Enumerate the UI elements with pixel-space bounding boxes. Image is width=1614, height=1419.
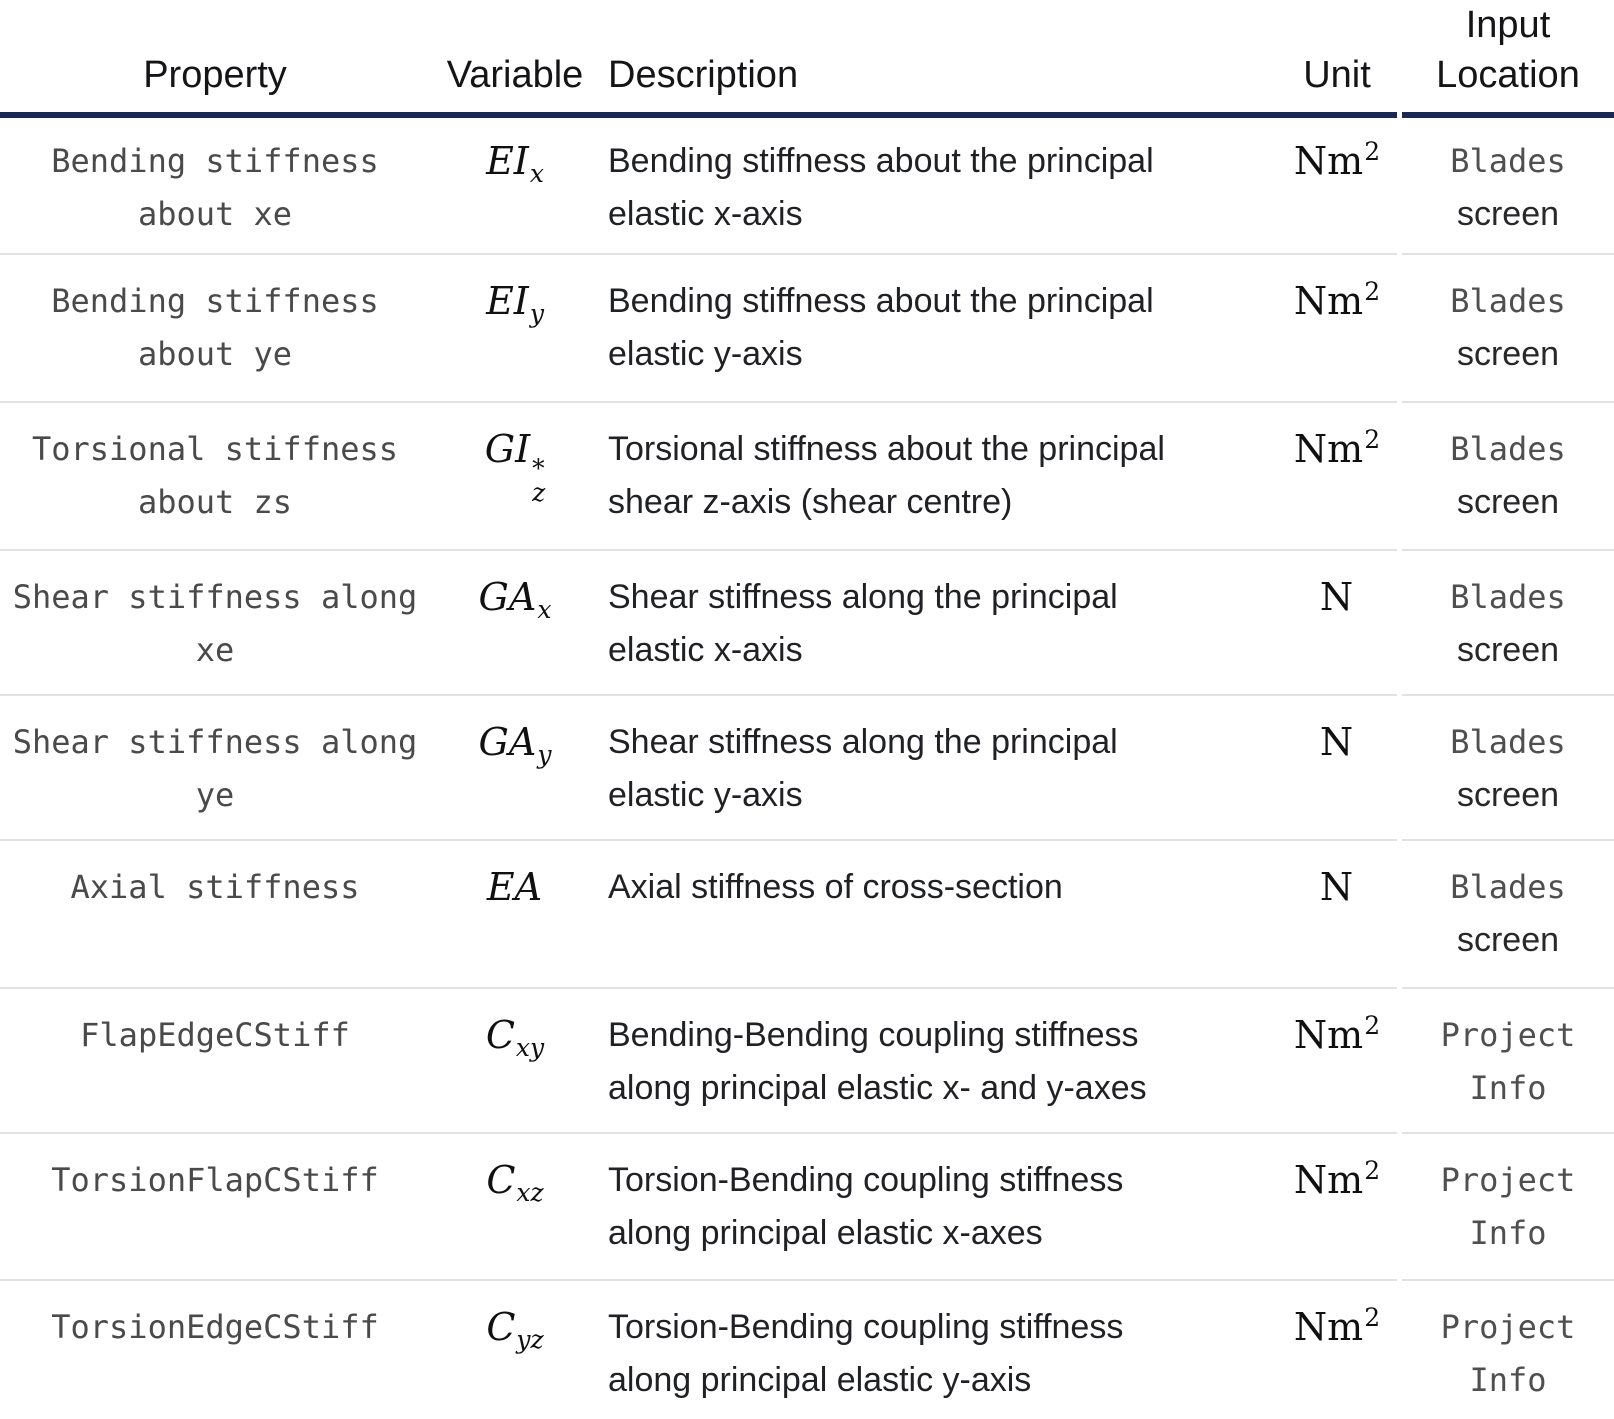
- table-row: TorsionEdgeCStiff Cyz Torsion-Bending co…: [0, 1281, 1614, 1419]
- math-subscript: x: [529, 159, 544, 188]
- unit-exponent: 2: [1364, 137, 1381, 166]
- table-row: Axial stiffness EA Axial stiffness of cr…: [0, 841, 1614, 989]
- variable-cell: GAx: [430, 551, 600, 696]
- variable-cell: EIy: [430, 255, 600, 403]
- header-variable: Variable: [430, 0, 600, 118]
- math-supsub-stack: * z: [532, 454, 546, 507]
- description-cell: Torsional stiffness about the principal s…: [600, 403, 1277, 551]
- math-subscript: xy: [515, 1033, 545, 1062]
- header-property: Property: [0, 0, 430, 118]
- input-location-cell: Blades screen: [1402, 841, 1614, 989]
- input-location-cell: Blades screen: [1402, 551, 1614, 696]
- input-location-cell: Project Info: [1402, 1134, 1614, 1281]
- math-variable: C: [486, 1305, 516, 1349]
- input-location-cell: Blades screen: [1402, 115, 1614, 255]
- property-cell: Bending stiffness about xe: [0, 115, 430, 255]
- table-row: Torsional stiffness about zs GI * z Torsio…: [0, 403, 1614, 551]
- unit-exponent: 2: [1364, 425, 1381, 454]
- math-variable: GA: [478, 720, 537, 764]
- property-cell: Axial stiffness: [0, 841, 430, 989]
- math-variable: C: [486, 1158, 516, 1202]
- table-row: TorsionFlapCStiff Cxz Torsion-Bending co…: [0, 1134, 1614, 1281]
- unit-cell: Nm2: [1277, 255, 1397, 403]
- variable-cell: Cyz: [430, 1281, 600, 1419]
- input-location-cell: Project Info: [1440, 1308, 1576, 1399]
- math-subscript: y: [537, 740, 552, 769]
- description-cell: Axial stiffness of cross-section: [600, 841, 1277, 989]
- unit-cell: Nm2: [1277, 115, 1397, 255]
- unit-exponent: 2: [1364, 277, 1381, 306]
- math-subscript: z: [532, 477, 546, 507]
- table-row: Shear stiffness along ye GAy Shear stiff…: [0, 696, 1614, 841]
- math-variable: GI: [484, 427, 531, 471]
- unit-cell: Nm2: [1277, 1134, 1397, 1281]
- header-unit: Unit: [1277, 0, 1397, 118]
- math-subscript: x: [537, 595, 552, 624]
- variable-cell: Cxy: [430, 989, 600, 1134]
- math-variable: EI: [486, 279, 529, 323]
- table-row: Bending stiffness about xe EIx Bending s…: [0, 115, 1614, 255]
- variable-cell: EA: [430, 841, 600, 989]
- table-row: FlapEdgeCStiff Cxy Bending-Bending coupl…: [0, 989, 1614, 1134]
- unit-exponent: 2: [1364, 1156, 1381, 1185]
- math-variable: C: [485, 1013, 515, 1057]
- variable-cell: GAy: [430, 696, 600, 841]
- unit-cell: Nm2: [1277, 989, 1397, 1134]
- unit-exponent: 2: [1364, 1011, 1381, 1040]
- table-header-row: Property Variable Description Unit Input…: [0, 0, 1614, 118]
- property-cell: TorsionFlapCStiff: [0, 1134, 430, 1281]
- unit-exponent: 2: [1364, 1303, 1381, 1332]
- header-input-location: Input Location: [1402, 0, 1614, 118]
- input-location-cell: Blades screen: [1402, 255, 1614, 403]
- description-cell: Shear stiffness along the principal elast…: [600, 551, 1277, 696]
- description-cell: Bending stiffness about the principal ela…: [600, 115, 1277, 255]
- math-subscript: xz: [516, 1178, 544, 1207]
- description-cell: Bending stiffness about the principal ela…: [600, 255, 1277, 403]
- unit-cell: N: [1277, 551, 1397, 696]
- property-cell: Torsional stiffness about zs: [0, 403, 430, 551]
- math-variable: EA: [486, 865, 543, 909]
- variable-cell: GI * z: [430, 403, 600, 551]
- property-cell: FlapEdgeCStiff: [0, 989, 430, 1134]
- table-row: Shear stiffness along xe GAx Shear stiff…: [0, 551, 1614, 696]
- property-cell: Bending stiffness about ye: [0, 255, 430, 403]
- variable-cell: EIx: [430, 115, 600, 255]
- unit-cell: Nm2: [1277, 403, 1397, 551]
- property-cell: Shear stiffness along xe: [0, 551, 430, 696]
- description-cell: Torsion-Bending coupling stiffness along …: [608, 1308, 1124, 1399]
- input-location-cell: Blades screen: [1402, 696, 1614, 841]
- description-cell: Bending-Bending coupling stiffness along …: [600, 989, 1277, 1134]
- unit-cell: N: [1277, 841, 1397, 989]
- unit-cell: Nm2: [1293, 1303, 1381, 1349]
- property-cell: TorsionEdgeCStiff: [51, 1308, 379, 1346]
- input-location-cell: Blades screen: [1402, 403, 1614, 551]
- header-description: Description: [600, 0, 1277, 118]
- math-variable: GA: [478, 575, 537, 619]
- description-cell: Shear stiffness along the principal elast…: [600, 696, 1277, 841]
- variable-cell: Cxz: [430, 1134, 600, 1281]
- input-location-cell: Project Info: [1402, 989, 1614, 1134]
- math-subscript: yz: [516, 1325, 544, 1354]
- description-cell: Torsion-Bending coupling stiffness along …: [600, 1134, 1277, 1281]
- table-row: Bending stiffness about ye EIy Bending s…: [0, 255, 1614, 403]
- math-subscript: y: [529, 299, 544, 328]
- property-cell: Shear stiffness along ye: [0, 696, 430, 841]
- math-superscript: *: [532, 454, 545, 483]
- math-variable: EI: [486, 139, 529, 183]
- unit-cell: N: [1277, 696, 1397, 841]
